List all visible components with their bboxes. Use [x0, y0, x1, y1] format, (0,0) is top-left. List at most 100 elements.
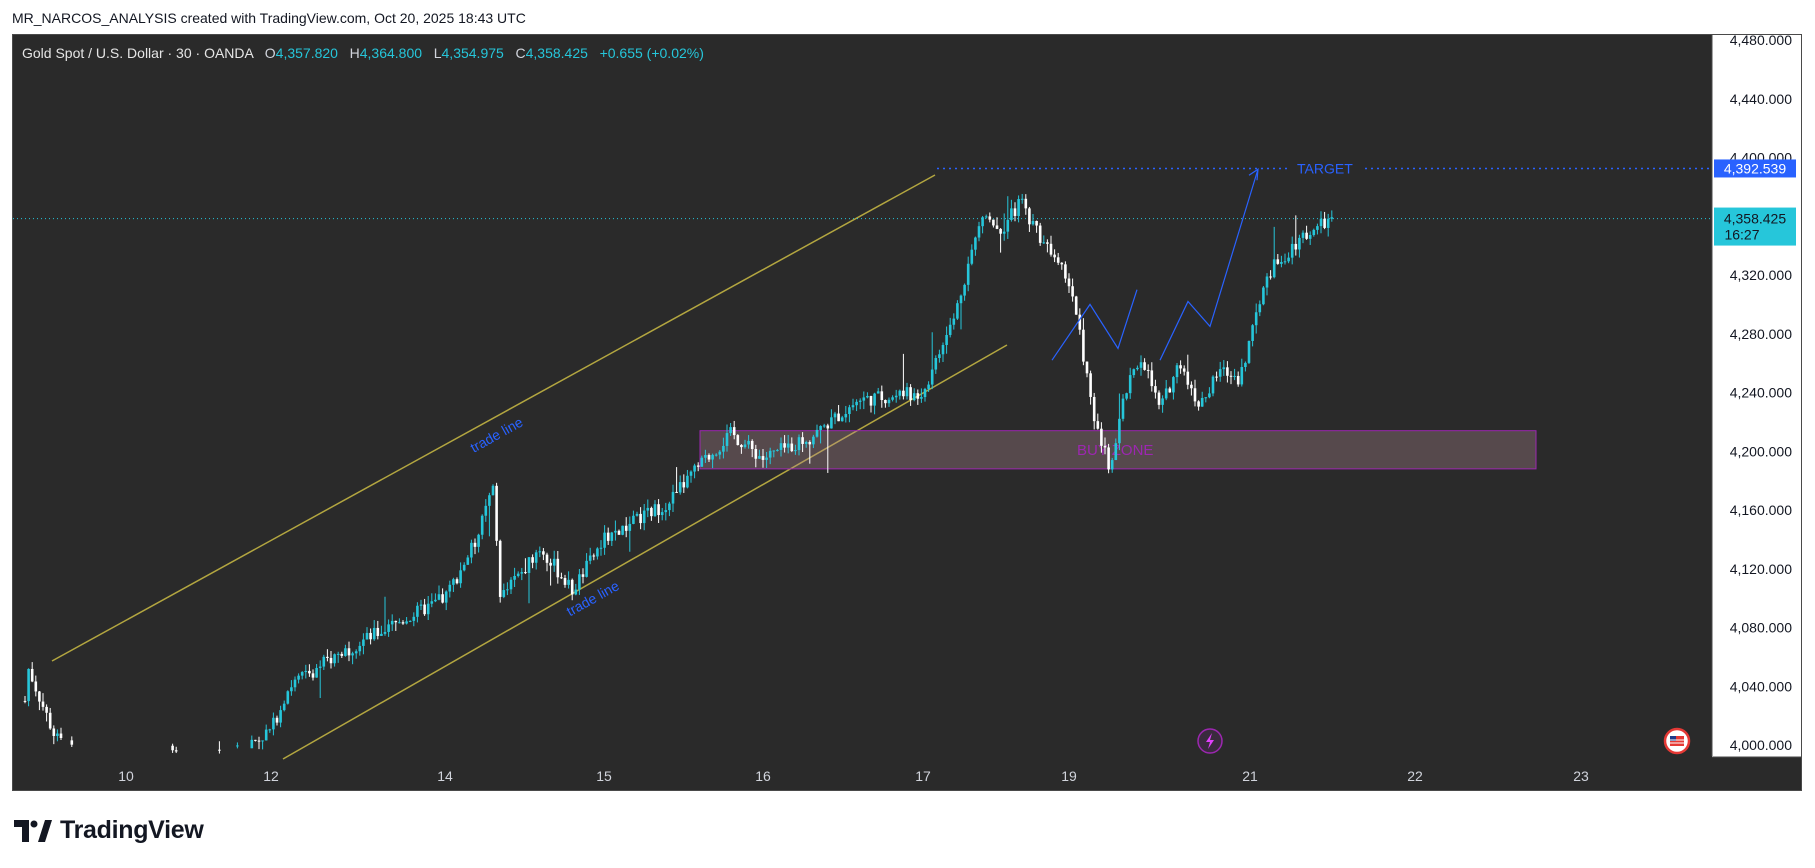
candle-body [952, 318, 956, 325]
candle-body [588, 555, 592, 561]
candle-body [603, 532, 606, 548]
candle-body [653, 504, 657, 517]
candle-body [1265, 276, 1269, 288]
candle-body [959, 295, 963, 304]
tradingview-logo[interactable]: TradingView [14, 816, 204, 845]
candle-body [891, 397, 894, 400]
close-label: C [515, 45, 526, 61]
lower-trendline[interactable] [282, 344, 1008, 760]
y-tick-label: 4,200.000 [1730, 443, 1792, 459]
candle-body [405, 621, 408, 624]
candle-body [329, 657, 333, 664]
candle-body [1215, 376, 1218, 378]
candle-body [862, 397, 866, 401]
change-value: +0.655 (+0.02%) [599, 45, 704, 61]
high-value: 4,364.800 [359, 45, 423, 61]
candle-body [362, 639, 365, 646]
candle-body [534, 552, 538, 563]
candle-body [45, 706, 48, 713]
candle-body [1272, 259, 1276, 278]
candle-body [311, 673, 315, 678]
candle-body [354, 651, 358, 654]
candle-body [1193, 388, 1197, 402]
y-tick-label: 4,240.000 [1730, 385, 1792, 401]
candle-body [696, 465, 700, 467]
candle-body [470, 542, 473, 558]
candle-body [912, 393, 916, 401]
candle-body [408, 620, 412, 622]
candle-body [606, 532, 610, 541]
candle-body [1251, 325, 1254, 341]
candle-body [333, 654, 336, 664]
candle-body [570, 579, 574, 595]
candle-body [650, 507, 653, 517]
buy-zone-rect[interactable] [699, 430, 1537, 470]
chart-frame[interactable] [12, 34, 1802, 791]
x-tick-label: 19 [1061, 768, 1077, 784]
candle-body [1028, 208, 1031, 225]
candle-body [1305, 232, 1308, 239]
target-label: TARGET [1297, 160, 1353, 176]
low-label: L [433, 45, 442, 61]
upper-trendline[interactable] [51, 174, 936, 662]
candle-countdown-label: 16:27 [1724, 227, 1759, 243]
y-tick-label: 4,000.000 [1730, 737, 1792, 753]
candle-body [1326, 218, 1330, 228]
candle-body [1258, 304, 1262, 313]
candle-body [1276, 259, 1280, 264]
candle-body [1308, 235, 1312, 239]
open-label: O [264, 45, 276, 61]
candle-body [423, 604, 426, 615]
tradingview-wordmark: TradingView [60, 816, 204, 844]
candle-body [376, 627, 380, 636]
candle-body [592, 555, 596, 557]
candle-body [1114, 443, 1118, 461]
candle-body [1233, 375, 1236, 377]
candle-body [560, 577, 563, 579]
candle-body [1143, 362, 1146, 370]
candle-body [599, 547, 603, 549]
candle-body [484, 505, 488, 516]
candle-body [660, 512, 664, 516]
projection-path-a[interactable] [1051, 289, 1138, 361]
y-tick-label: 4,280.000 [1730, 326, 1792, 342]
candle-body [444, 591, 448, 603]
candle-body [754, 448, 758, 459]
candle-body [1128, 375, 1132, 394]
candle-body [999, 228, 1002, 234]
y-tick-label: 4,080.000 [1730, 620, 1792, 636]
candle-body [524, 572, 527, 574]
x-tick-label: 16 [755, 768, 771, 784]
target-price-tag[interactable] [1714, 159, 1796, 178]
current-price-tag[interactable] [1714, 207, 1796, 246]
candle-body [563, 578, 567, 585]
candle-body [171, 745, 174, 751]
candle-body [455, 579, 459, 584]
candle-body [300, 672, 304, 676]
candle-body [1146, 369, 1150, 371]
candle-body [365, 632, 369, 640]
symbol-legend: Gold Spot / U.S. Dollar · 30 · OANDA O 4,… [22, 45, 704, 61]
candle-body [830, 417, 833, 429]
candle-body [527, 557, 531, 573]
candle-body [797, 437, 801, 451]
candle-body [218, 749, 221, 751]
candle-body [1240, 367, 1244, 385]
candle-body [23, 700, 27, 702]
candle-body [585, 560, 588, 577]
candle-body [282, 703, 286, 711]
time-axis-panel[interactable] [13, 757, 1713, 790]
candle-body [1179, 365, 1182, 369]
candle-body [869, 395, 873, 406]
projection-path-b[interactable] [1159, 169, 1259, 361]
chart-caption: MR_NARCOS_ANALYSIS created with TradingV… [12, 10, 526, 26]
candle-body [700, 457, 704, 467]
candle-body [315, 667, 318, 678]
candle-body [1150, 370, 1154, 387]
candle-body [369, 632, 372, 640]
candle-body [552, 558, 556, 566]
price-axis-panel[interactable] [1712, 35, 1801, 757]
candle-body [27, 668, 30, 702]
symbol-name[interactable]: Gold Spot / U.S. Dollar · 30 · OANDA [22, 45, 254, 61]
